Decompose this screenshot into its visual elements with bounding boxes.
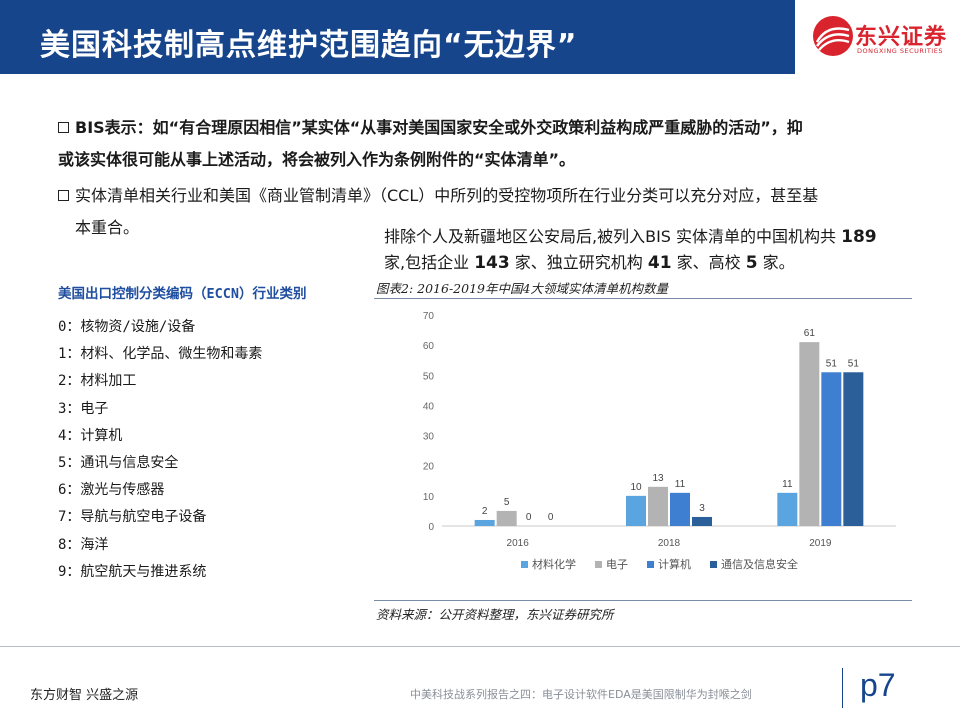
data-label: 2 [482, 506, 488, 517]
callout-text: 家、高校 [671, 253, 746, 272]
footer-divider [842, 668, 843, 708]
dongxing-logo-icon [813, 16, 853, 56]
y-tick-label: 50 [423, 371, 435, 382]
list-item: 8：海洋 [58, 536, 109, 553]
logo-name: 东兴证券 [855, 25, 948, 50]
data-label: 10 [630, 482, 642, 493]
bullet-bis-definition: BIS表示：如“有合理原因相信”某实体“从事对美国国家安全或外交政策利益构成严重… [58, 112, 918, 176]
data-label: 11 [782, 479, 793, 490]
figure-caption: 图表2: 2016-2019年中国4大领域实体清单机构数量 [376, 281, 668, 296]
page-number: p7 [860, 667, 896, 703]
bullet-text-line: 本重合。 [75, 218, 140, 237]
callout-text: 家,包括企业 [384, 253, 475, 272]
callout-number: 189 [841, 227, 877, 247]
square-bullet-icon [58, 122, 69, 133]
data-label: 11 [675, 479, 686, 490]
data-label: 51 [848, 358, 860, 369]
list-item: 5：通讯与信息安全 [58, 454, 179, 471]
figure-source: 资料来源：公开资料整理，东兴证券研究所 [376, 607, 614, 622]
data-label: 5 [504, 497, 510, 508]
eccn-title: 美国出口控制分类编码（ECCN）行业类别 [58, 286, 307, 302]
list-item: 0：核物资/设施/设备 [58, 319, 196, 335]
legend-swatch [710, 561, 717, 568]
callout-number: 5 [745, 253, 758, 273]
figure-rule-top [374, 298, 912, 299]
callout-number: 143 [474, 253, 510, 273]
bar [648, 486, 668, 526]
legend-label: 材料化学 [532, 557, 576, 571]
slide-title: 美国科技制高点维护范围趋向“无边界” [40, 28, 578, 63]
legend-label: 计算机 [658, 557, 691, 571]
bar [821, 372, 842, 526]
legend-label: 电子 [606, 558, 628, 571]
list-item: 2：材料加工 [58, 373, 137, 390]
slide-header: 美国科技制高点维护范围趋向“无边界” 东兴证券 DONGXING SECURIT… [0, 0, 960, 74]
bar [496, 510, 517, 526]
bar [843, 372, 864, 526]
company-logo: 东兴证券 DONGXING SECURITIES [795, 0, 960, 74]
footer-rule [0, 646, 960, 647]
bar [777, 492, 798, 526]
bullet-text-line: 实体清单相关行业和美国《商业管制清单》（CCL）中所列的受控物项所在行业分类可以… [75, 186, 819, 205]
callout-number: 41 [647, 253, 672, 273]
y-tick-label: 20 [423, 462, 435, 473]
legend-swatch [595, 561, 602, 568]
callout-text: 排除个人及新疆地区公安局后,被列入BIS 实体清单的中国机构共 [384, 227, 842, 246]
legend-swatch [647, 561, 654, 568]
list-item: 1：材料、化学品、微生物和毒素 [58, 346, 263, 363]
figure-rule-bottom [374, 600, 912, 601]
list-item: 4：计算机 [58, 427, 123, 444]
footer-slogan: 东方财智 兴盛之源 [30, 688, 139, 703]
y-tick-label: 10 [423, 492, 435, 503]
y-tick-label: 40 [423, 401, 435, 412]
data-label: 13 [652, 473, 664, 484]
entity-count-callout: 排除个人及新疆地区公安局后,被列入BIS 实体清单的中国机构共 189 家,包括企… [384, 224, 944, 276]
eccn-category-list: 0：核物资/设施/设备 1：材料、化学品、微生物和毒素 2：材料加工 3：电子 … [58, 316, 262, 588]
bar [474, 519, 495, 526]
y-tick-label: 30 [423, 432, 435, 443]
bullet-entity-list-industries: 实体清单相关行业和美国《商业管制清单》（CCL）中所列的受控物项所在行业分类可以… [58, 180, 918, 244]
data-label: 3 [699, 503, 705, 514]
x-tick-label: 2018 [658, 538, 681, 549]
data-label: 51 [826, 358, 838, 369]
list-item: 7：导航与航空电子设备 [58, 509, 207, 526]
square-bullet-icon [58, 190, 69, 201]
y-tick-label: 0 [428, 522, 434, 533]
footer-report-title: 中美科技战系列报告之四：电子设计软件EDA是美国限制华为封喉之剑 [410, 688, 752, 701]
bullet-text-line: 或该实体很可能从事上述活动，将会被列入作为条例附件的“实体清单”。 [58, 150, 576, 169]
data-label: 0 [548, 512, 554, 523]
data-label: 61 [804, 328, 816, 339]
bar [670, 492, 690, 526]
list-item: 9：航空航天与推进系统 [58, 563, 207, 580]
data-label: 0 [526, 512, 532, 523]
bar [692, 516, 712, 526]
list-item: 6：激光与传感器 [58, 482, 165, 499]
bullet-text-line: BIS表示：如“有合理原因相信”某实体“从事对美国国家安全或外交政策利益构成严重… [75, 118, 803, 137]
bar [626, 495, 646, 526]
legend-label: 通信及信息安全 [721, 557, 798, 571]
legend-swatch [521, 561, 528, 568]
y-tick-label: 70 [423, 311, 435, 322]
callout-text: 家、独立研究机构 [509, 253, 648, 272]
x-tick-label: 2019 [809, 538, 832, 549]
y-tick-label: 60 [423, 341, 435, 352]
bar [799, 342, 820, 526]
x-tick-label: 2016 [507, 538, 530, 549]
callout-text: 家。 [757, 253, 795, 272]
list-item: 3：电子 [58, 400, 109, 417]
logo-subtitle: DONGXING SECURITIES [857, 47, 943, 55]
